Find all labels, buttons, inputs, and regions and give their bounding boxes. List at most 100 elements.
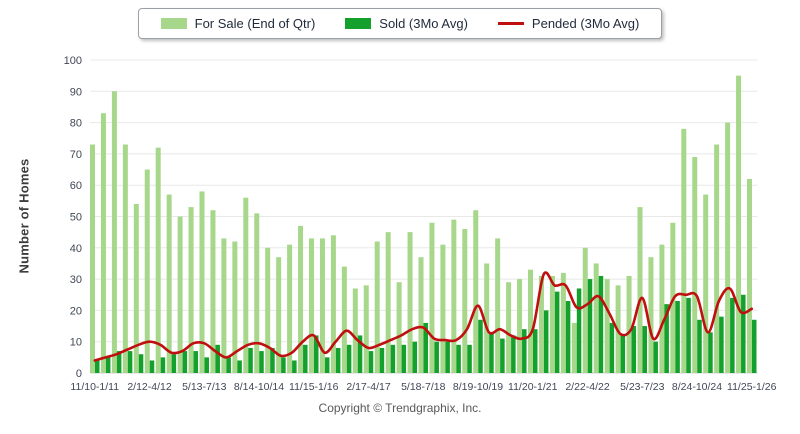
for-sale-bar-1 <box>100 113 106 374</box>
for-sale-bar-2 <box>111 91 117 374</box>
sold-bar-46 <box>598 275 604 373</box>
sold-swatch-icon <box>345 18 372 29</box>
for-sale-bar-34 <box>462 229 468 373</box>
sold-bar-41 <box>543 310 549 373</box>
sold-bar-31 <box>434 341 439 373</box>
for-sale-bar-5 <box>144 169 150 373</box>
legend-label-sold: Sold (3Mo Avg) <box>379 16 468 31</box>
for-sale-bar-4 <box>133 203 139 373</box>
sold-bar-39 <box>522 329 527 373</box>
sold-bar-4 <box>138 354 144 373</box>
legend-box: For Sale (End of Qtr) Sold (3Mo Avg) Pen… <box>137 8 663 39</box>
for-sale-bar-36 <box>484 263 490 373</box>
for-sale-bar-10 <box>199 191 205 373</box>
x-tick-label-7: 8/19-10/19 <box>453 381 503 393</box>
sold-bar-28 <box>401 344 407 373</box>
y-tick-label-70: 70 <box>70 149 82 161</box>
sold-bar-26 <box>379 347 385 373</box>
y-tick-label-30: 30 <box>70 274 82 286</box>
x-tick-label-6: 5/18-7/18 <box>401 381 446 393</box>
sold-bar-1 <box>105 357 111 373</box>
legend-item-sold: Sold (3Mo Avg) <box>345 16 468 31</box>
for-sale-bar-23 <box>341 266 347 373</box>
x-tick-label-12: 11/25-1/26 <box>727 381 777 393</box>
x-tick-label-4: 11/15-1/16 <box>289 381 339 393</box>
for-sale-bar-31 <box>429 222 435 373</box>
for-sale-bar-32 <box>440 244 446 373</box>
for-sale-bar-45 <box>582 247 588 373</box>
sold-bar-17 <box>281 357 286 373</box>
for-sale-bar-28 <box>396 282 402 373</box>
sold-bar-15 <box>259 351 264 373</box>
sold-bar-11 <box>215 344 220 373</box>
for-sale-bar-19 <box>298 225 304 373</box>
sold-bar-59 <box>741 294 746 373</box>
y-tick-label-20: 20 <box>70 305 82 317</box>
sold-bar-42 <box>554 291 560 373</box>
sold-bar-0 <box>95 360 100 373</box>
x-tick-label-1: 2/12-4/12 <box>127 381 172 393</box>
for-sale-bar-24 <box>352 288 358 373</box>
for-sale-bar-58 <box>725 122 731 373</box>
sold-bar-16 <box>270 347 275 373</box>
for-sale-bar-12 <box>221 238 227 373</box>
sold-bar-29 <box>412 341 418 373</box>
y-tick-label-40: 40 <box>70 243 82 255</box>
x-tick-label-0: 11/10-1/11 <box>70 381 119 393</box>
for-sale-bar-26 <box>374 241 380 373</box>
sold-bar-20 <box>314 335 319 373</box>
sold-bar-5 <box>149 360 155 373</box>
for-sale-bar-16 <box>265 247 271 373</box>
for-sale-bar-47 <box>604 279 610 373</box>
x-tick-label-9: 2/22-4/22 <box>565 381 610 393</box>
sold-bar-8 <box>182 351 188 373</box>
for-sale-bar-57 <box>714 144 720 373</box>
for-sale-bar-42 <box>549 275 555 373</box>
for-sale-bar-56 <box>703 194 709 373</box>
for-sale-bar-50 <box>637 207 643 373</box>
sold-bar-51 <box>653 341 658 373</box>
sold-bar-21 <box>324 357 330 373</box>
sold-bar-40 <box>533 329 538 373</box>
sold-bar-7 <box>171 354 177 373</box>
sold-bar-34 <box>467 344 472 373</box>
for-sale-bar-15 <box>254 213 260 373</box>
for-sale-bar-52 <box>659 244 665 373</box>
for-sale-bar-13 <box>232 241 238 373</box>
for-sale-bar-17 <box>276 257 282 373</box>
for-sale-bar-6 <box>155 147 161 373</box>
y-tick-label-10: 10 <box>70 337 82 349</box>
pended-line <box>93 271 754 362</box>
sold-bar-53 <box>675 301 680 373</box>
sold-bar-47 <box>609 322 615 373</box>
sold-bar-52 <box>664 304 669 373</box>
for-sale-bar-40 <box>528 269 533 373</box>
y-tick-label-90: 90 <box>70 86 82 98</box>
for-sale-bar-35 <box>473 210 479 373</box>
for-sale-bar-37 <box>495 238 501 373</box>
sold-bar-57 <box>719 316 724 373</box>
for-sale-bar-41 <box>538 275 544 373</box>
sold-bar-48 <box>620 335 626 373</box>
sold-bar-14 <box>248 347 253 373</box>
for-sale-bar-30 <box>418 257 424 373</box>
for-sale-bar-39 <box>517 279 523 373</box>
for-sale-bar-18 <box>287 244 293 373</box>
y-tick-label-100: 100 <box>64 55 82 67</box>
y-tick-label-60: 60 <box>70 180 82 192</box>
sold-bar-33 <box>456 344 461 373</box>
sold-bar-3 <box>127 351 133 373</box>
for-sale-bar-9 <box>188 207 194 373</box>
sold-bar-60 <box>752 319 757 373</box>
for-sale-bar-38 <box>506 282 512 373</box>
sold-bar-19 <box>303 344 308 373</box>
x-tick-label-3: 8/14-10/14 <box>234 381 284 393</box>
y-tick-label-80: 80 <box>70 118 82 130</box>
for-sale-bar-25 <box>363 285 369 373</box>
sold-bar-55 <box>697 319 702 373</box>
legend-label-for-sale: For Sale (End of Qtr) <box>194 16 316 31</box>
sold-bar-44 <box>576 288 582 373</box>
x-tick-label-2: 5/13-7/13 <box>182 381 227 393</box>
sold-bar-45 <box>587 279 593 373</box>
for-sale-bar-8 <box>177 216 183 373</box>
